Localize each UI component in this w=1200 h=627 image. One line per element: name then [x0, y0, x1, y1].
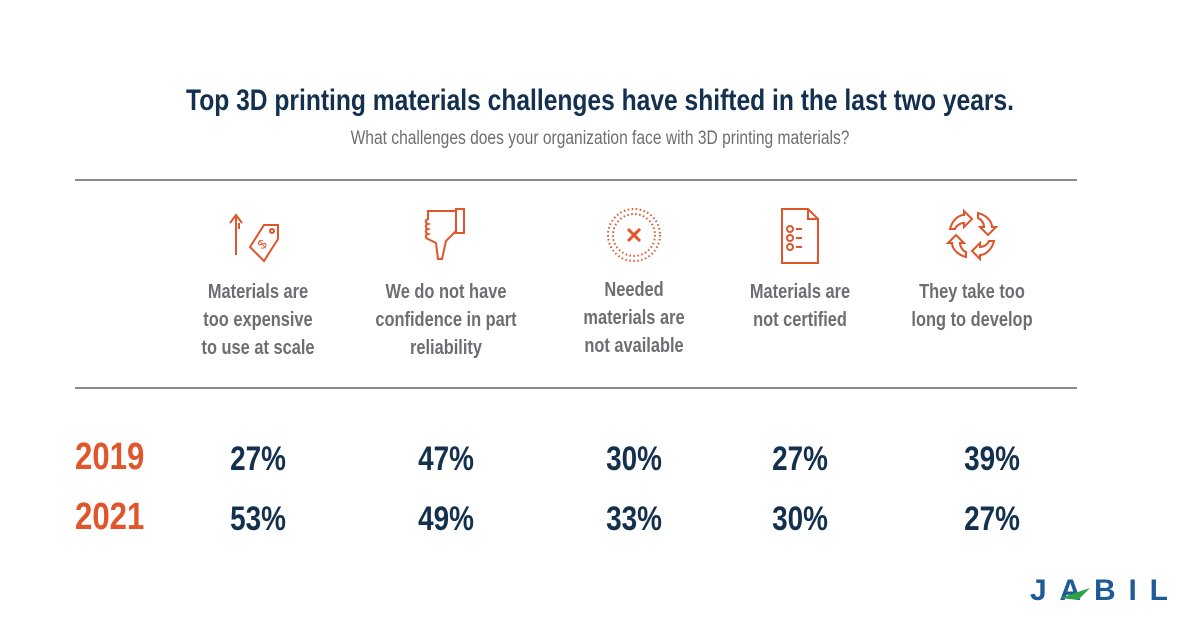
year-label-2021: 2021 [75, 496, 145, 538]
category-label: We do not have confidence in part reliabil… [375, 281, 517, 359]
year-label-2019: 2019 [75, 436, 145, 478]
page-subtitle: What challenges does your organization f… [350, 128, 850, 149]
value-cell: 33% [606, 500, 662, 538]
price-tag-up-icon: $ [229, 213, 279, 263]
value-cell: 39% [964, 440, 1020, 478]
value-cell: 27% [230, 440, 286, 478]
middle-divider [75, 387, 1077, 389]
value-cell: 27% [772, 440, 828, 478]
value-cell: 49% [418, 500, 474, 538]
value-cell: 30% [772, 500, 828, 538]
page-title: Top 3D printing materials challenges hav… [186, 84, 1014, 117]
category-label: Materials are not certified [749, 281, 851, 331]
value-cell: 53% [230, 500, 286, 538]
value-cell: 47% [418, 440, 474, 478]
svg-text:JABIL: JABIL [1030, 574, 1168, 606]
cycle-arrows-icon [945, 208, 999, 262]
value-cell: 27% [964, 500, 1020, 538]
value-cell: 30% [606, 440, 662, 478]
top-divider [75, 179, 1077, 181]
category-label: They take too long to develop [911, 281, 1033, 331]
jabil-logo: JABIL [1030, 574, 1168, 606]
category-label: Materials are too expensive to use at scal… [201, 281, 315, 359]
category-label: Needed materials are not available [583, 279, 685, 357]
svg-text:$: $ [255, 236, 271, 253]
circle-x-icon [607, 208, 661, 262]
thumbs-down-icon [424, 208, 465, 260]
checklist-x-icon [781, 208, 819, 264]
